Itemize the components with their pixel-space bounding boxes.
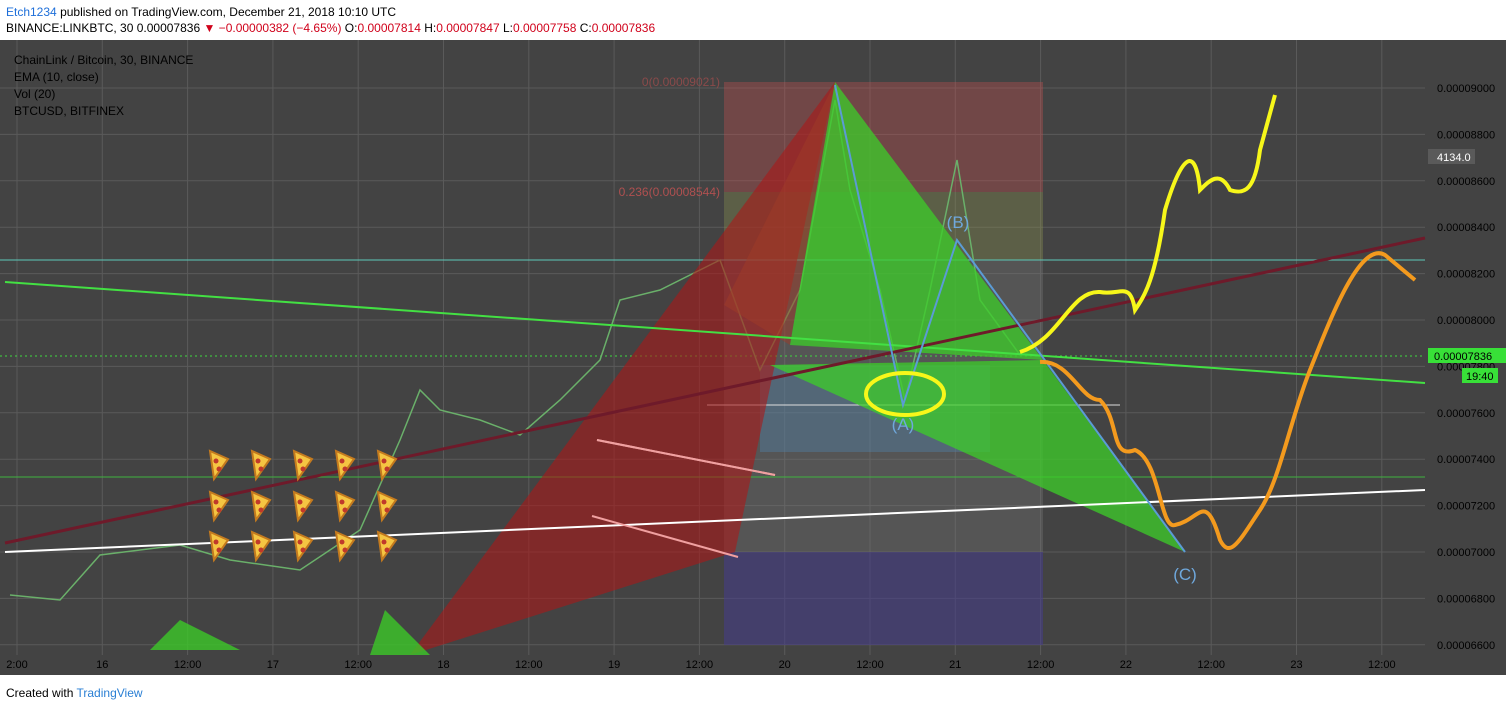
ohlc-label: H: <box>424 21 437 35</box>
last-tag: 0.00007836 <box>1434 351 1492 363</box>
ohlc-value: 0.00007758 <box>512 21 577 35</box>
time-label: 2:00 <box>6 659 27 671</box>
change: ▼ −0.00000382 (−4.65%) <box>203 21 342 35</box>
ohlc-value: 0.00007836 <box>591 21 656 35</box>
time-label: 21 <box>949 659 961 671</box>
time-label: 19 <box>608 659 620 671</box>
time-label: 18 <box>437 659 449 671</box>
time-label: 12:00 <box>686 659 714 671</box>
footer-prefix: Created with <box>6 686 74 700</box>
time-label: 12:00 <box>174 659 202 671</box>
legend-item: Vol (20) <box>14 87 55 101</box>
price-label: 0.00007400 <box>1437 454 1495 466</box>
legend-item: ChainLink / Bitcoin, 30, BINANCE <box>14 53 193 67</box>
price-label: 0.00008600 <box>1437 176 1495 188</box>
countdown-bg <box>1462 368 1498 383</box>
price-label: 0.00007200 <box>1437 501 1495 513</box>
time-label: 12:00 <box>1027 659 1055 671</box>
countdown: 19:40 <box>1466 371 1494 383</box>
published: published on TradingView.com, December 2… <box>60 5 397 19</box>
price-label: 0.00008400 <box>1437 222 1495 234</box>
fib-label: 0.236(0.00008544) <box>619 185 720 199</box>
price-label: 0.00007000 <box>1437 547 1495 559</box>
price-label: 0.00009000 <box>1437 83 1495 95</box>
time-label: 12:00 <box>515 659 543 671</box>
ohlc-value: 0.00007847 <box>436 21 500 35</box>
publish-line: Etch1234 published on TradingView.com, D… <box>6 4 655 20</box>
price-label: 0.00008000 <box>1437 315 1495 327</box>
symbol: BINANCE:LINKBTC, 30 <box>6 21 134 35</box>
brand[interactable]: TradingView <box>76 686 143 700</box>
last: 0.00007836 <box>136 21 201 35</box>
annotation: (B) <box>947 213 970 232</box>
chart: ChainLink / Bitcoin, 30, BINANCE EMA (10,… <box>0 40 1506 675</box>
btc-tag: 4134.0 <box>1437 152 1471 164</box>
time-label: 22 <box>1120 659 1132 671</box>
last-tag-bg <box>1428 348 1506 363</box>
ohlc-label: C: <box>579 21 592 35</box>
time-label: 17 <box>267 659 279 671</box>
annotation: (C) <box>1173 565 1197 584</box>
fib-label: 0(0.00009021) <box>642 75 720 89</box>
price-label: 0.00007600 <box>1437 408 1495 420</box>
price-label: 0.00008200 <box>1437 269 1495 281</box>
time-label: 16 <box>96 659 108 671</box>
quote-line: BINANCE:LINKBTC, 30 0.00007836 ▼ −0.0000… <box>6 20 655 36</box>
btc-tag-bg <box>1428 149 1475 164</box>
time-label: 12:00 <box>344 659 372 671</box>
price-label: 0.00006800 <box>1437 593 1495 605</box>
time-label: 20 <box>779 659 791 671</box>
price-label: 0.00006600 <box>1437 640 1495 652</box>
time-label: 12:00 <box>1197 659 1225 671</box>
time-label: 12:00 <box>1368 659 1396 671</box>
footer: Created with TradingView <box>6 686 143 700</box>
ohlc-label: L: <box>502 21 513 35</box>
ohlc-value: 0.00007814 <box>357 21 421 35</box>
ohlc: O:0.00007814 H:0.00007847 L:0.00007758 C… <box>345 21 655 35</box>
time-label: 12:00 <box>856 659 884 671</box>
legend-item: BTCUSD, BITFINEX <box>14 104 124 118</box>
annotation: (A) <box>892 415 915 434</box>
legend-item: EMA (10, close) <box>14 70 99 84</box>
header: Etch1234 published on TradingView.com, D… <box>6 4 655 36</box>
time-label: 23 <box>1290 659 1302 671</box>
price-label: 0.00008800 <box>1437 129 1495 141</box>
ohlc-label: O: <box>344 21 358 35</box>
author[interactable]: Etch1234 <box>6 5 57 19</box>
